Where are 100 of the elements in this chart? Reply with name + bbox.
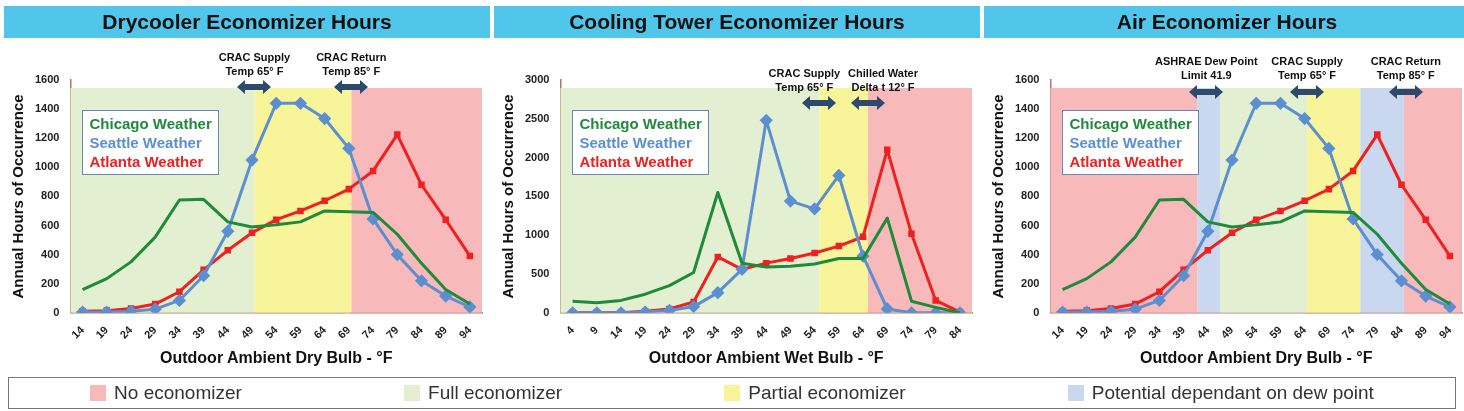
x-tick-label: 84: [407, 322, 426, 341]
y-axis-title: Annual Hours of Occurrence: [499, 94, 517, 299]
x-tick-label: 19: [631, 323, 649, 341]
y-tick-label: 1400: [1014, 102, 1040, 115]
x-tick-label: 44: [214, 322, 232, 341]
x-tick-label: 79: [922, 323, 940, 341]
category-label: No economizer: [113, 382, 242, 404]
x-tick-label: 34: [1145, 322, 1164, 341]
annotation: CRAC Supply Temp 65° F: [218, 50, 292, 77]
x-tick-label: 64: [311, 322, 329, 341]
y-tick-label: 0: [543, 305, 550, 318]
text: Chicago Weather: [579, 114, 702, 133]
x-tick-label: 94: [1436, 322, 1455, 341]
text: Atlanta Weather: [1069, 152, 1185, 171]
y-tick-label: 200: [41, 276, 60, 289]
y-tick-label: 0: [1033, 305, 1040, 318]
x-tick-label: 24: [117, 322, 136, 341]
text: Chicago Weather: [1069, 114, 1192, 133]
x-tick-label: 69: [335, 323, 353, 341]
x-tick-label: 79: [1363, 323, 1381, 341]
category-label: Potential dependant on dew point: [1090, 382, 1374, 404]
x-tick-label: 54: [262, 322, 281, 341]
x-tick-label: 54: [1242, 322, 1261, 341]
y-tick-label: 500: [531, 267, 550, 280]
x-tick-label: 59: [825, 323, 843, 341]
x-tick-label: 74: [359, 322, 378, 341]
y-tick-label: 800: [41, 189, 60, 202]
annotation: CRAC Return Temp 85° F: [1370, 55, 1442, 82]
category-label: Full economizer: [427, 382, 563, 404]
text: Seattle Weather: [1069, 133, 1183, 152]
y-tick-label: 3000: [524, 73, 550, 86]
y-tick-label: 1600: [34, 73, 60, 86]
y-tick-label: 1600: [1014, 73, 1040, 86]
x-tick-label: 49: [776, 323, 794, 341]
x-tick-label: 29: [141, 323, 159, 341]
x-tick-label: 14: [607, 322, 626, 341]
y-tick-label: 1000: [34, 160, 60, 173]
annotation: Chilled Water Delta t 12° F: [848, 66, 919, 93]
x-tick-label: 39: [190, 323, 208, 341]
y-tick-label: 2500: [524, 111, 550, 124]
y-tick-label: 0: [53, 305, 60, 318]
x-tick-label: 59: [286, 323, 304, 341]
text: Seattle Weather: [89, 133, 203, 152]
x-tick-label: 64: [1291, 322, 1309, 341]
x-tick-label: 54: [801, 322, 819, 341]
y-tick-label: 800: [1021, 189, 1040, 202]
y-tick-label: 1200: [1014, 131, 1040, 144]
category-label: Partial economizer: [747, 382, 906, 404]
y-tick-label: 1500: [524, 189, 550, 202]
x-tick-label: 4: [563, 322, 577, 337]
x-tick-label: 64: [849, 322, 868, 341]
x-tick-label: 14: [68, 322, 87, 341]
x-axis-title: Outdoor Ambient Dry Bulb - °F: [1140, 348, 1373, 366]
x-tick-label: 84: [1387, 322, 1406, 341]
y-tick-label: 1200: [34, 131, 60, 144]
x-tick-label: 19: [1073, 323, 1091, 341]
x-tick-label: 89: [432, 323, 450, 341]
x-tick-label: 34: [704, 322, 722, 341]
x-tick-label: 49: [238, 323, 256, 341]
x-axis-title: Outdoor Ambient Dry Bulb - °F: [160, 348, 393, 366]
x-tick-label: 34: [165, 322, 184, 341]
y-tick-label: 2000: [524, 150, 550, 163]
x-tick-label: 79: [383, 323, 401, 341]
y-axis-title: Annual Hours of Occurrence: [989, 94, 1007, 299]
y-tick-label: 400: [41, 247, 60, 260]
x-tick-label: 44: [1194, 322, 1212, 341]
x-tick-label: 44: [752, 322, 771, 341]
y-tick-label: 400: [1021, 247, 1040, 260]
annotation: ASHRAE Dew Point Limit 41.9: [1155, 55, 1259, 82]
y-tick-label: 1400: [34, 102, 60, 115]
x-axis-title: Outdoor Ambient Wet Bulb - °F: [648, 348, 884, 366]
x-tick-label: 74: [1339, 322, 1358, 341]
y-tick-label: 600: [41, 218, 60, 231]
x-tick-label: 19: [93, 323, 111, 341]
annotation: CRAC Supply Temp 65° F: [768, 66, 841, 93]
text: Seattle Weather: [579, 133, 693, 152]
x-tick-label: 69: [873, 323, 891, 341]
x-tick-label: 49: [1218, 323, 1236, 341]
x-tick-label: 9: [587, 323, 601, 337]
x-tick-label: 84: [946, 322, 965, 341]
x-tick-label: 74: [897, 322, 916, 341]
x-tick-label: 39: [1170, 323, 1188, 341]
y-tick-label: 1000: [524, 228, 550, 241]
x-tick-label: 24: [1097, 322, 1116, 341]
x-tick-label: 69: [1315, 323, 1333, 341]
annotation: CRAC Return Temp 85° F: [316, 50, 387, 77]
annotation: CRAC Supply Temp 65° F: [1271, 55, 1344, 82]
y-tick-label: 1000: [1014, 160, 1040, 173]
y-tick-label: 200: [1021, 276, 1040, 289]
x-tick-label: 29: [680, 323, 698, 341]
text: Atlanta Weather: [89, 152, 205, 171]
chart-title: Air Economizer Hours: [984, 6, 1464, 38]
x-tick-label: 24: [655, 322, 674, 341]
text: Chicago Weather: [89, 114, 212, 133]
chart-title: Cooling Tower Economizer Hours: [494, 6, 980, 38]
x-tick-label: 89: [1412, 323, 1430, 341]
x-tick-label: 94: [456, 322, 475, 341]
x-tick-label: 29: [1121, 323, 1139, 341]
x-tick-label: 39: [728, 323, 746, 341]
x-tick-label: 14: [1048, 322, 1067, 341]
